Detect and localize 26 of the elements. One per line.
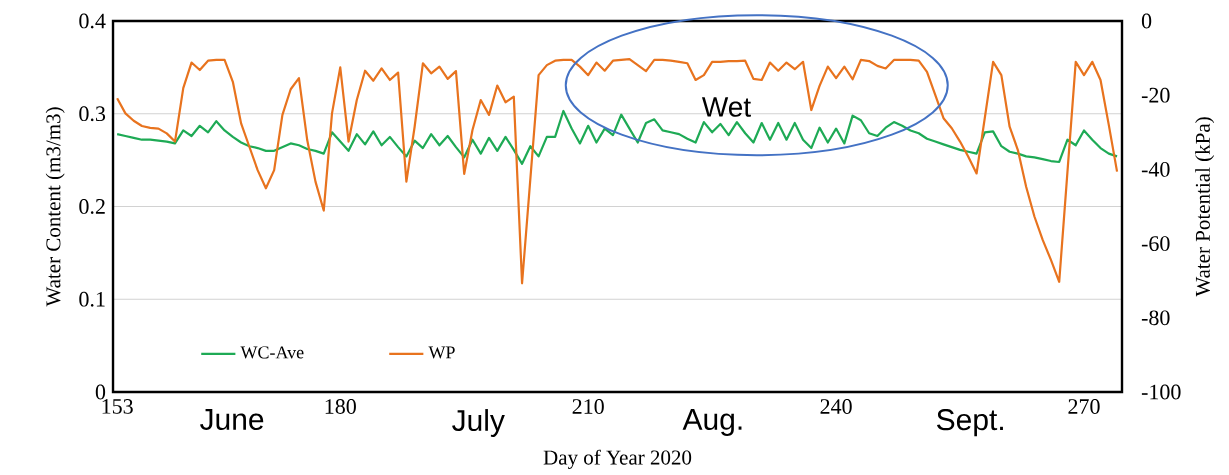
y-tick-label: 0 (95, 384, 106, 400)
y2-axis-title: Water Potential (kPa) (1195, 117, 1215, 297)
x-tick-label: 210 (572, 399, 604, 414)
y-tick-label: 0.3 (79, 106, 106, 122)
y-tick-label: 0.4 (79, 13, 106, 29)
x-axis-title: Day of Year 2020 (543, 449, 692, 469)
legend-label: WC-Ave (240, 346, 304, 359)
text: Aug. (682, 409, 742, 436)
text: July (452, 409, 505, 437)
y-tick-label: 0.2 (79, 199, 105, 214)
y2-tick-label: -60 (1141, 236, 1170, 252)
text: Sept. (936, 409, 1003, 437)
y-tick-label: 0.1 (79, 291, 105, 307)
y2-tick-label: -40 (1141, 161, 1170, 177)
y2-tick-label: -80 (1141, 310, 1170, 326)
text: June (200, 409, 264, 430)
annotation: Wet (701, 97, 751, 117)
x-tick-label: 270 (1068, 399, 1100, 414)
y2-tick-label: -100 (1141, 384, 1181, 400)
x-tick-label: 180 (325, 399, 356, 414)
x-tick-label: 153 (102, 399, 133, 414)
x-tick-label: 240 (820, 399, 852, 414)
y2-tick-label: 0 (1141, 13, 1152, 29)
legend-label: WP (428, 346, 455, 359)
y2-tick-label: -20 (1141, 87, 1170, 103)
y-axis-title: Water Content (m3/m3) (45, 107, 65, 307)
